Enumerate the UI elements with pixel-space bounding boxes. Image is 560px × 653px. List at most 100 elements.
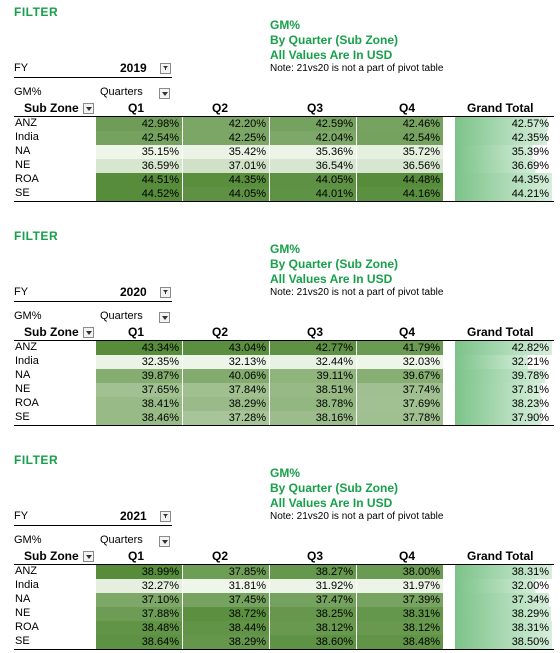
value-cell: 38.00% [357,565,443,579]
value-cell: 38.29% [183,635,269,649]
report-title-line: GM% [270,242,300,256]
value-cell: 42.77% [270,341,356,355]
value-cell: 43.34% [96,341,182,355]
quarters-dropdown-icon[interactable] [159,312,170,323]
fy-underline [14,301,172,302]
column-header: Grand Total [467,101,534,115]
value-cell: 37.10% [96,593,182,607]
value-cell: 39.67% [357,369,443,383]
value-cell: 43.04% [183,341,269,355]
filter-label: FILTER [14,229,59,243]
row-label: NE [15,383,31,395]
value-cell: 42.25% [183,131,269,145]
value-cell: 42.59% [270,117,356,131]
column-header: Grand Total [467,325,534,339]
row-label: NA [15,369,31,381]
value-cell: 35.42% [183,145,269,159]
measure-label: GM% [14,310,42,322]
grand-total-cell: 36.69% [455,159,552,173]
value-cell: 42.54% [357,131,443,145]
grand-total-cell: 38.31% [455,621,552,635]
report-title-line: All Values Are In USD [270,496,393,510]
column-header: Q4 [399,325,416,339]
header-underline [14,116,554,117]
value-cell: 44.51% [96,173,182,187]
note-text: Note: 21vs20 is not a part of pivot tabl… [270,511,444,522]
measure-label: GM% [14,534,42,546]
column-header: Q1 [128,549,145,563]
value-cell: 38.64% [96,635,182,649]
fy-value: 2019 [120,61,147,75]
value-cell: 42.04% [270,131,356,145]
row-label: SE [15,411,30,423]
column-header: Q3 [307,325,324,339]
report-title-line: GM% [270,466,300,480]
value-cell: 40.06% [183,369,269,383]
value-cell: 38.25% [270,607,356,621]
value-cell: 38.44% [183,621,269,635]
value-cell: 31.81% [183,579,269,593]
grand-total-cell: 38.31% [455,565,552,579]
report-title-line: By Quarter (Sub Zone) [270,481,399,495]
quarters-label: Quarters [100,310,143,322]
filter-dropdown-icon[interactable] [160,511,171,522]
column-header: Q3 [307,101,324,115]
value-cell: 38.46% [96,411,182,425]
column-header: Q2 [212,325,229,339]
value-cell: 32.03% [357,355,443,369]
grand-total-cell: 37.34% [455,593,552,607]
filter-dropdown-icon[interactable] [160,287,171,298]
quarters-label: Quarters [100,86,143,98]
fy-underline [14,77,172,78]
row-label: India [15,579,39,591]
table-bottom-border [14,201,554,202]
value-cell: 42.20% [183,117,269,131]
subzone-dropdown-icon[interactable] [83,103,94,114]
value-cell: 35.72% [357,145,443,159]
grand-total-cell: 32.00% [455,579,552,593]
grand-total-cell: 44.21% [455,187,552,201]
value-cell: 31.97% [357,579,443,593]
row-label: ANZ [15,341,37,353]
column-header: Q4 [399,549,416,563]
row-label: ROA [15,397,39,409]
value-cell: 37.45% [183,593,269,607]
value-cell: 44.48% [357,173,443,187]
value-cell: 36.54% [270,159,356,173]
grand-total-cell: 37.90% [455,411,552,425]
value-cell: 37.88% [96,607,182,621]
value-cell: 38.48% [357,635,443,649]
value-cell: 38.29% [183,397,269,411]
column-header: Q1 [128,325,145,339]
fy-value: 2021 [120,509,147,523]
value-cell: 38.60% [270,635,356,649]
column-header: Grand Total [467,549,534,563]
fy-label: FY [14,510,29,522]
grand-total-cell: 42.57% [455,117,552,131]
value-cell: 37.65% [96,383,182,397]
value-cell: 37.47% [270,593,356,607]
value-cell: 39.87% [96,369,182,383]
note-text: Note: 21vs20 is not a part of pivot tabl… [270,63,444,74]
value-cell: 44.35% [183,173,269,187]
header-underline [14,340,554,341]
grand-total-cell: 35.39% [455,145,552,159]
value-cell: 44.05% [270,173,356,187]
row-label: NE [15,607,31,619]
table-bottom-border [14,425,554,426]
quarters-dropdown-icon[interactable] [159,536,170,547]
quarters-label: Quarters [100,534,143,546]
filter-label: FILTER [14,453,59,467]
value-cell: 42.54% [96,131,182,145]
column-header: Q3 [307,549,324,563]
value-cell: 37.28% [183,411,269,425]
subzone-dropdown-icon[interactable] [83,551,94,562]
value-cell: 44.01% [270,187,356,201]
pivot-block: FILTER GM% By Quarter (Sub Zone) All Values… [0,224,560,428]
value-cell: 32.35% [96,355,182,369]
value-cell: 35.36% [270,145,356,159]
table-bottom-border [14,649,554,650]
subzone-dropdown-icon[interactable] [83,327,94,338]
quarters-dropdown-icon[interactable] [159,88,170,99]
filter-dropdown-icon[interactable] [160,63,171,74]
